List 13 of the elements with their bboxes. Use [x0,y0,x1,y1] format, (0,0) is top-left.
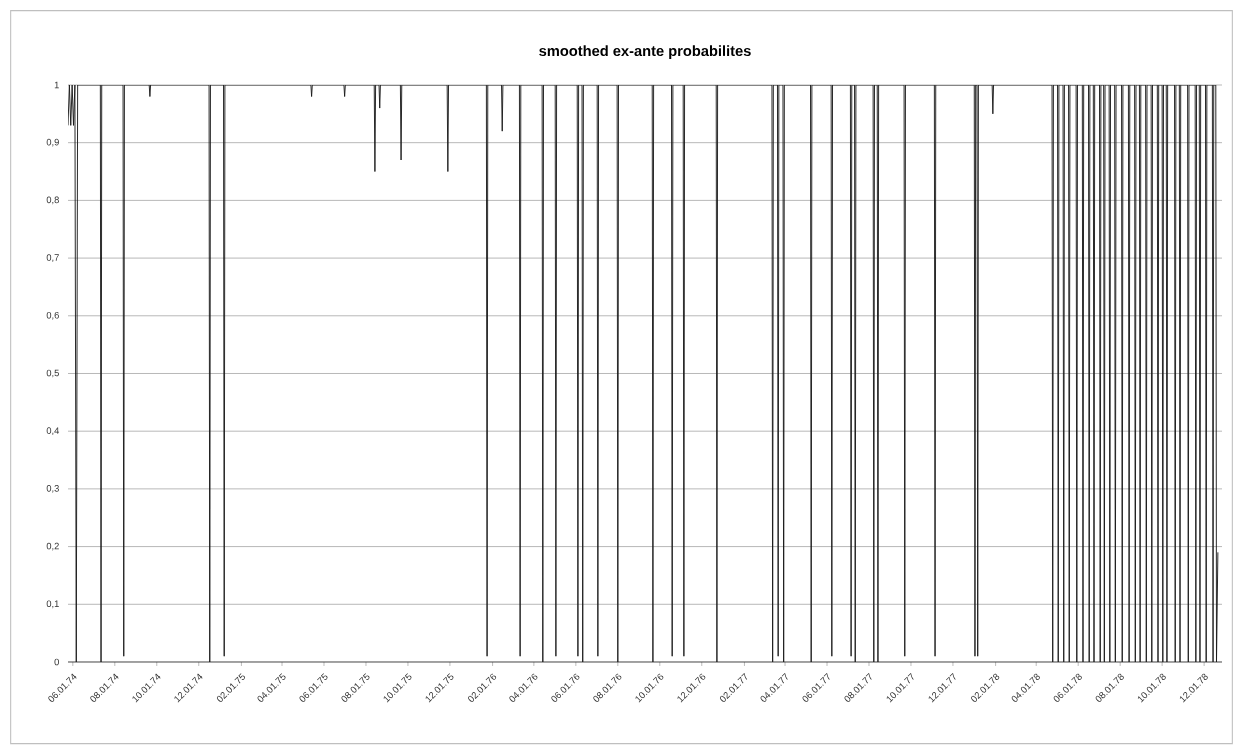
line-series [68,84,1219,662]
y-tick-label: 0,4 [46,427,60,436]
y-tick-label: 0,9 [46,138,59,147]
y-tick-label: 0,2 [46,542,59,551]
y-tick-label: 0,7 [46,254,59,262]
y-tick-label: 0 [54,658,59,666]
y-tick-label: 0,5 [46,369,59,378]
y-tick-label: 0,1 [46,600,59,609]
y-tick-label: 0,8 [46,196,59,205]
y-tick-label: 1 [54,81,59,89]
chart-title: smoothed ex-ante probabilites [539,45,751,59]
y-tick-label: 0,3 [46,485,59,493]
y-tick-label: 0,6 [46,311,59,320]
